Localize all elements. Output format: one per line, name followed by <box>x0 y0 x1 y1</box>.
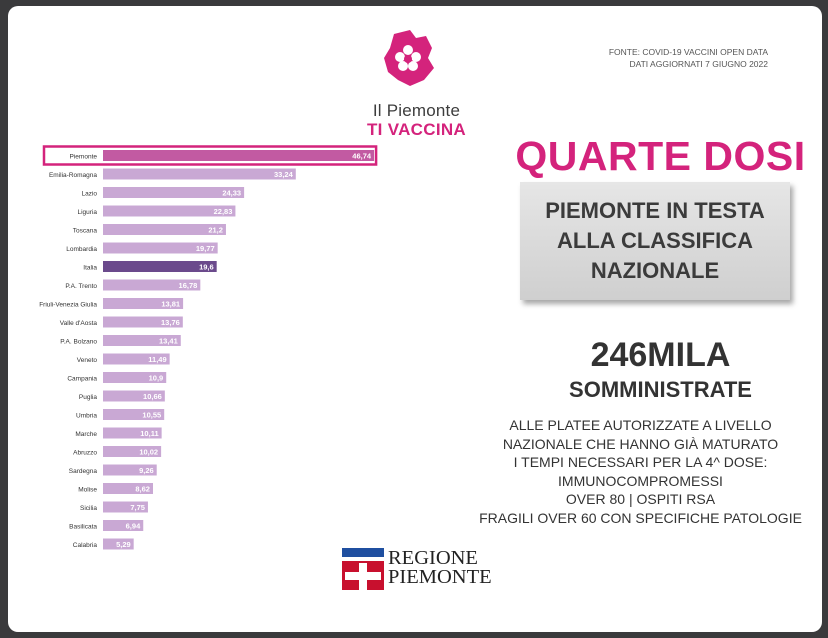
desc-line: OVER 80 | OSPITI RSA <box>565 491 716 507</box>
piemonte-highlight-outline <box>42 145 378 166</box>
bar-value-label: 10,66 <box>143 392 162 401</box>
bar <box>103 501 148 513</box>
bar <box>103 150 375 161</box>
piemonte-logo-icon <box>384 30 434 86</box>
bar-value-label: 10,55 <box>142 411 161 420</box>
bar-value-label: 33,24 <box>274 170 294 179</box>
bar <box>103 279 201 291</box>
bar-value-label: 21,2 <box>208 226 223 235</box>
bar <box>103 187 245 198</box>
desc-line: NAZIONALE CHE HANNO GIÀ MATURATO <box>502 435 779 452</box>
bar <box>103 427 162 439</box>
bar-value-label: 13,41 <box>159 337 178 346</box>
bar <box>103 335 181 346</box>
bar-category-label: Valle d'Aosta <box>60 320 98 327</box>
bar-value-label: 22,83 <box>214 207 233 216</box>
bar <box>103 538 134 550</box>
bar-value-label: 7,75 <box>130 503 145 512</box>
bar-value-label: 11,49 <box>148 355 166 364</box>
desc-line: IMMUNOCOMPROMESSI <box>558 472 723 489</box>
bar <box>103 298 184 309</box>
bar-category-label: Calabria <box>73 542 98 549</box>
bar-category-label: Veneto <box>77 357 98 364</box>
bar <box>103 353 170 365</box>
big-number: 246MILA <box>590 336 731 374</box>
bar <box>103 205 236 217</box>
bar-chart: Piemonte 46,74 Emilia-Romagna 33,24 Lazio 24,… <box>39 145 378 550</box>
bar-value-label: 9,26 <box>139 466 154 475</box>
bar <box>103 168 296 180</box>
bar-category-label: Emilia-Romagna <box>49 172 97 179</box>
bar <box>103 316 183 328</box>
source-note: FONTE: COVID-19 VACCINI OPEN DATA DATI A… <box>568 46 768 70</box>
bar <box>103 520 144 531</box>
bar-value-label: 16,78 <box>179 281 198 290</box>
regione-piemonte-flag-icon <box>342 548 384 590</box>
bar-category-label: Sicilia <box>80 505 97 512</box>
source-line1: FONTE: COVID-19 VACCINI OPEN DATA <box>608 47 768 57</box>
desc-line: I TEMPI NECESSARI PER LA 4^ DOSE: <box>513 454 768 470</box>
bar-value-label: 10,9 <box>149 374 164 383</box>
bar <box>103 261 217 272</box>
bar-value-label: 19,6 <box>199 263 214 272</box>
bar-category-label: Molise <box>78 487 97 494</box>
highlight-box-text: PIEMONTE IN TESTA ALLA CLASSIFICA NAZION… <box>545 198 765 283</box>
big-number-subtitle: SOMMINISTRATE <box>569 377 752 402</box>
bar-value-label: 46,74 <box>352 152 372 161</box>
bar <box>103 446 162 457</box>
bar <box>103 372 167 383</box>
bar-value-label: 24,33 <box>222 189 241 198</box>
bar-category-label: Lazio <box>81 191 97 198</box>
bar-category-label: Piemonte <box>70 154 98 161</box>
bar-category-label: Sardegna <box>69 468 98 475</box>
regione-line1: REGIONE <box>388 547 478 569</box>
bar <box>103 390 165 402</box>
bar-category-label: P.A. Bolzano <box>60 339 97 346</box>
bar-category-label: Puglia <box>79 394 97 401</box>
source-line2: DATI AGGIORNATI 7 GIUGNO 2022 <box>629 59 768 69</box>
bar <box>103 483 153 494</box>
bar-category-label: Campania <box>67 376 97 383</box>
headline: QUARTE DOSI <box>515 133 806 179</box>
bar-category-label: Lombardia <box>66 246 97 253</box>
bar-category-label: Italia <box>83 265 97 272</box>
regione-piemonte-wordmark: REGIONE PIEMONTE <box>388 547 492 588</box>
highlight-box: PIEMONTE IN TESTA ALLA CLASSIFICA NAZION… <box>520 182 790 300</box>
bar <box>103 409 165 420</box>
bar-category-label: Basilicata <box>69 524 97 531</box>
bar-value-label: 6,94 <box>126 522 141 531</box>
logo-line1: Il Piemonte <box>372 101 461 120</box>
bar-category-label: Marche <box>75 431 97 438</box>
regione-line2: PIEMONTE <box>388 566 492 588</box>
bar-category-label: Friuli-Venezia Giulia <box>39 302 97 309</box>
bar-value-label: 13,76 <box>161 318 180 327</box>
bar-category-label: P.A. Trento <box>65 283 97 290</box>
bar-category-label: Umbria <box>76 413 97 420</box>
bar-value-label: 10,02 <box>139 448 158 457</box>
desc-line: FRAGILI OVER 60 CON SPECIFICHE PATOLOGIE <box>479 509 802 526</box>
bar-value-label: 5,29 <box>116 540 131 549</box>
infographic-page: Il Piemonte TI VACCINA FONTE: COVID-19 V… <box>8 6 822 632</box>
bar-category-label: Liguria <box>77 209 97 216</box>
bar-category-label: Abruzzo <box>73 450 97 457</box>
logo-line2: TI VACCINA <box>366 120 466 139</box>
bar <box>103 464 157 476</box>
bar-value-label: 8,62 <box>135 485 150 494</box>
bar-value-label: 10,11 <box>140 429 158 438</box>
bar <box>103 224 226 235</box>
bar-category-label: Toscana <box>73 228 98 235</box>
description: ALLE PLATEE AUTORIZZATE A LIVELLO NAZION… <box>468 416 813 527</box>
bar-value-label: 19,77 <box>196 244 215 253</box>
desc-line: ALLE PLATEE AUTORIZZATE A LIVELLO <box>509 417 772 433</box>
bar <box>103 242 218 254</box>
bar-value-label: 13,81 <box>161 300 180 309</box>
